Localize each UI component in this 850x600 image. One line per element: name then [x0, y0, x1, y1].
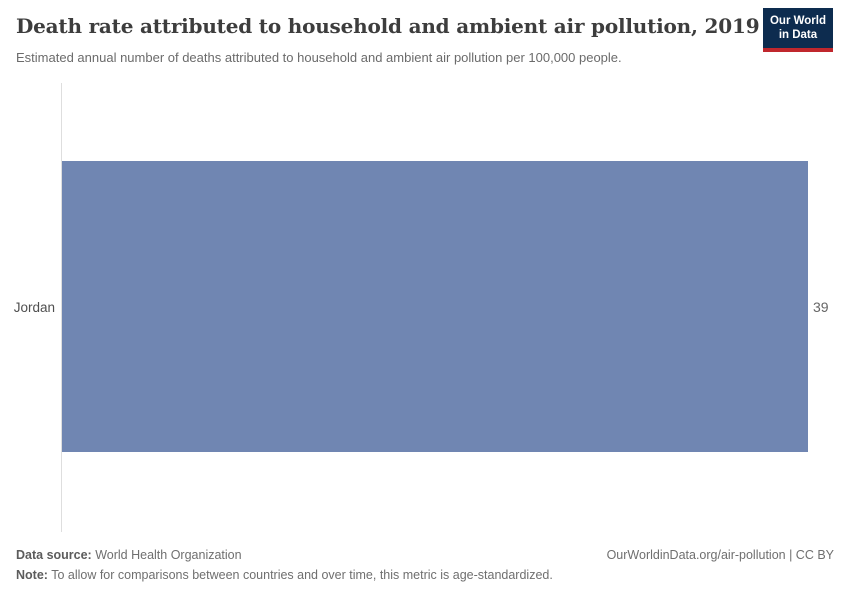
datasource-value: World Health Organization	[91, 548, 242, 562]
bar-jordan[interactable]	[62, 161, 808, 452]
owid-logo-line2: in Data	[778, 29, 818, 42]
chart-subtitle: Estimated annual number of deaths attrib…	[16, 50, 622, 65]
owid-logo: Our World in Data	[762, 8, 833, 52]
page-title: Death rate attributed to household and a…	[16, 14, 760, 38]
y-axis-line	[61, 83, 62, 532]
entity-label: Jordan	[13, 300, 55, 315]
bar-value-label: 39	[813, 299, 829, 315]
note-line: Note: To allow for comparisons between c…	[16, 568, 834, 582]
datasource-label: Data source:	[16, 548, 92, 562]
note-value: To allow for comparisons between countri…	[47, 568, 553, 582]
chart-footer: Data source: World Health Organization N…	[16, 548, 834, 588]
license-link[interactable]: OurWorldinData.org/air-pollution | CC BY	[606, 548, 834, 562]
owid-logo-line1: Our World	[769, 15, 826, 27]
datasource-line: Data source: World Health Organization	[16, 548, 834, 562]
plot-area	[61, 83, 808, 532]
note-label: Note:	[16, 568, 48, 582]
